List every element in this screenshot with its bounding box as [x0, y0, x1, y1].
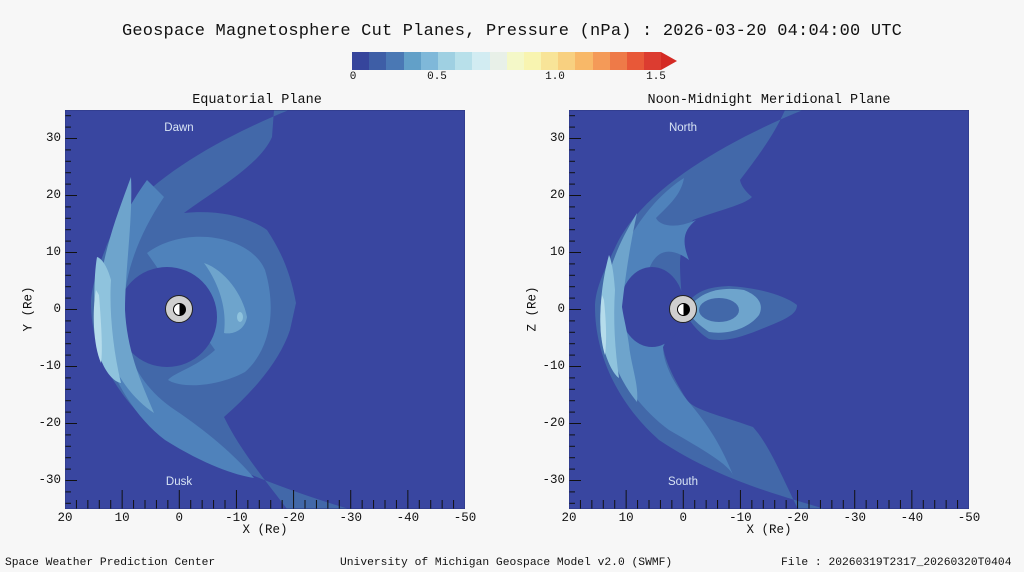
figure-title: Geospace Magnetosphere Cut Planes, Press…	[121, 22, 903, 41]
colorbar-segment	[506, 52, 524, 70]
footer-left: Space Weather Prediction Center	[5, 557, 216, 569]
y-tick-label: -10	[542, 358, 565, 373]
inner-cavity	[620, 267, 684, 347]
y-tick-label: -30	[542, 472, 565, 487]
x-tick-label: -30	[339, 511, 362, 525]
x-tick-label: 0	[175, 511, 184, 525]
colorbar-segment	[403, 52, 421, 70]
dawn-label: Dawn	[164, 122, 194, 134]
colorbar-overflow-arrow	[661, 52, 678, 70]
x-axis-label: X (Re)	[242, 523, 288, 537]
colorbar-segment	[627, 52, 645, 70]
y-tick-label: 10	[549, 244, 565, 259]
x-tick-label: -20	[282, 511, 305, 525]
y-tick-label: 0	[53, 301, 61, 316]
footer-center: University of Michigan Geospace Model v2…	[340, 557, 673, 569]
x-tick-label: -50	[957, 511, 981, 525]
x-tick-label: 0	[679, 511, 688, 525]
earth-icon	[669, 295, 697, 323]
colorbar-tick-label: 1.0	[545, 71, 565, 83]
y-tick-label: 30	[549, 130, 565, 145]
colorbar-segment	[369, 52, 387, 70]
y-tick-label: 10	[45, 244, 61, 259]
equatorial-plane-title: Equatorial Plane	[192, 93, 322, 108]
colorbar	[352, 52, 678, 70]
colorbar-segment	[575, 52, 593, 70]
axis-ticks	[65, 110, 465, 509]
meridional-plane-title: Noon-Midnight Meridional Plane	[647, 93, 891, 108]
colorbar-segment	[541, 52, 559, 70]
x-tick-label: -20	[786, 511, 809, 525]
colorbar-segment	[523, 52, 542, 70]
x-tick-label: 10	[618, 511, 634, 525]
y-tick-label: 0	[557, 301, 565, 316]
magnetosheath-layer	[95, 180, 254, 478]
dusk-label: Dusk	[165, 476, 193, 488]
colorbar-segment	[420, 52, 438, 70]
colorbar-segment	[644, 52, 662, 70]
y-axis-label: Y (Re)	[21, 286, 36, 332]
south-label: South	[667, 476, 699, 488]
z-axis-label: Z (Re)	[525, 286, 540, 332]
y-tick-label: -20	[38, 415, 61, 430]
colorbar-tick-label: 0.5	[427, 71, 447, 83]
x-tick-label: -30	[843, 511, 866, 525]
footer-right: File : 20260319T2317_20260320T0404	[781, 557, 1012, 569]
y-tick-label: 20	[45, 187, 61, 202]
plot-frame	[569, 110, 969, 509]
x-tick-label: 10	[114, 511, 130, 525]
y-tick-label: -30	[38, 472, 61, 487]
subsolar-peak	[93, 290, 102, 363]
colorbar-segment	[489, 52, 507, 70]
colorbar-segment	[455, 52, 473, 70]
colorbar-tick-label: 1.5	[646, 71, 666, 83]
x-tick-label: -40	[396, 511, 420, 525]
colorbar-segment	[592, 52, 610, 70]
x-tick-label: -10	[225, 511, 248, 525]
colorbar-segment	[558, 52, 576, 70]
plot-frame	[65, 110, 465, 509]
y-tick-label: 20	[549, 187, 565, 202]
y-tick-label: -20	[542, 415, 565, 430]
equatorial-plane-plot: Dawn Dusk	[65, 110, 465, 509]
y-tick-label: -10	[38, 358, 61, 373]
x-tick-label: -40	[900, 511, 924, 525]
earth-icon	[165, 295, 193, 323]
y-tick-label: 30	[45, 130, 61, 145]
x-tick-label: 20	[561, 511, 577, 525]
colorbar-segment	[609, 52, 627, 70]
colorbar-tick-label: 0	[349, 71, 357, 83]
colorbar-segment	[472, 52, 490, 70]
x-axis-label: X (Re)	[746, 523, 792, 537]
subsolar-peak	[600, 295, 607, 355]
x-tick-label: 20	[57, 511, 73, 525]
x-tick-label: -50	[453, 511, 477, 525]
north-label: North	[668, 122, 698, 134]
meridional-plane-plot: North South	[569, 110, 969, 509]
ring-current-core	[204, 263, 247, 334]
colorbar-segment	[386, 52, 404, 70]
colorbar-segment	[437, 52, 456, 70]
x-tick-label: -10	[729, 511, 752, 525]
axis-ticks	[569, 110, 969, 509]
colorbar-segment	[352, 52, 370, 70]
